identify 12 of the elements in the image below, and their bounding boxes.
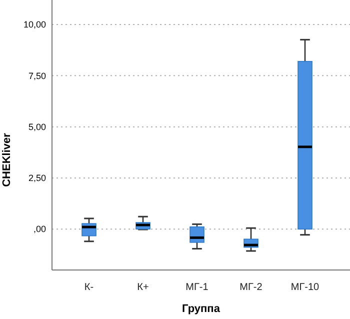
y-tick-label: 7,50 — [28, 70, 46, 81]
x-tick-label: МГ-10 — [290, 282, 320, 293]
x-tick-label: К- — [84, 282, 94, 293]
x-axis-title: Группа — [182, 303, 221, 315]
x-tick-label: МГ-1 — [186, 282, 209, 293]
y-tick-label: 2,50 — [28, 173, 46, 184]
y-tick-label: ,00 — [33, 224, 46, 234]
y-axis-title: CHEKliver — [1, 132, 13, 187]
y-tick-label: 10,00 — [23, 20, 46, 30]
y-tick-label: 5,00 — [28, 122, 46, 132]
x-tick-label: К+ — [137, 282, 149, 293]
x-tick-label: МГ-2 — [240, 282, 263, 293]
